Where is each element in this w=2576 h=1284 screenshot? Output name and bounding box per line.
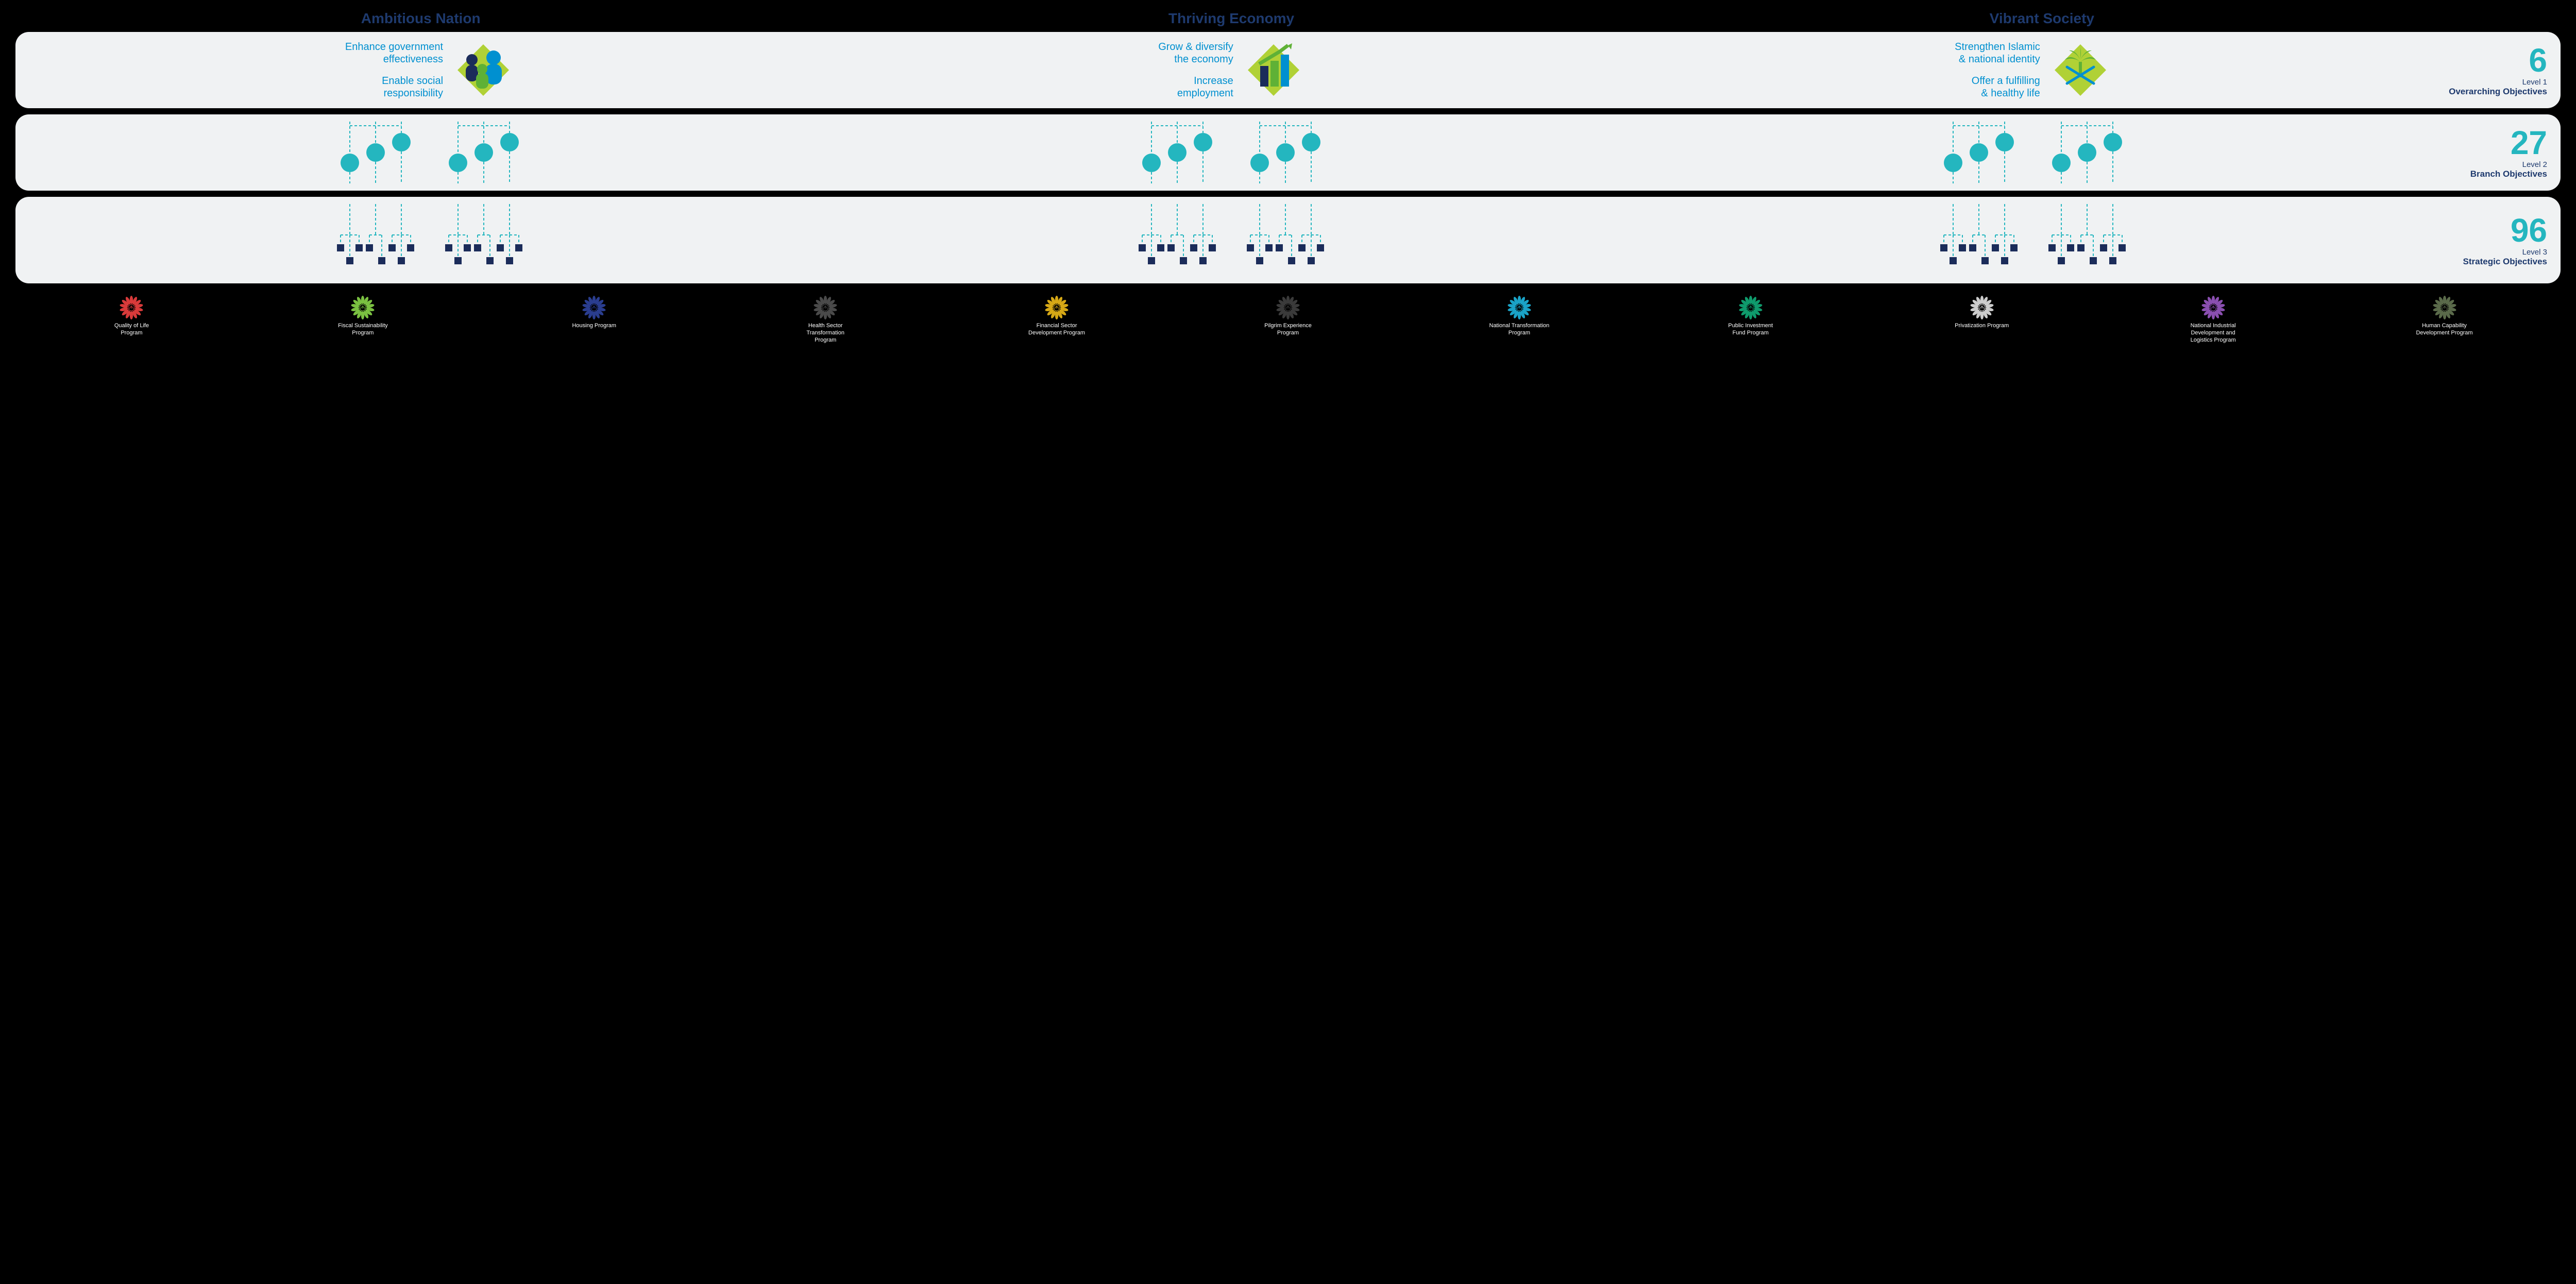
program-rosette-icon xyxy=(350,295,376,320)
level-tag: Level 1 xyxy=(2522,78,2547,87)
objective-text: Strengthen Islamic& national identity xyxy=(1955,41,2040,65)
pillar-ambitious-nation: Enhance governmenteffectiveness Enable s… xyxy=(29,39,831,101)
branch-cluster-icon xyxy=(329,122,422,183)
program-label: Human CapabilityDevelopment Program xyxy=(2416,323,2472,337)
cluster-col xyxy=(1632,122,2434,183)
branch-cluster-icon xyxy=(1239,122,1332,183)
level-name: Branch Objectives xyxy=(2470,169,2547,179)
strategic-cluster-icon xyxy=(1239,204,1332,276)
branch-cluster-icon xyxy=(437,122,530,183)
strategic-cluster-icon xyxy=(437,204,530,276)
program-label: National TransformationProgram xyxy=(1489,323,1550,337)
program-rosette-icon xyxy=(2432,295,2458,320)
level1-pillars: Enhance governmenteffectiveness Enable s… xyxy=(29,39,2434,101)
program-rosette-icon xyxy=(2200,295,2226,320)
pillar-title: Ambitious Nation xyxy=(15,10,826,27)
program-rosette-icon xyxy=(1969,295,1995,320)
objective-texts: Enhance governmenteffectiveness Enable s… xyxy=(345,41,443,99)
level1-panel: Enhance governmenteffectiveness Enable s… xyxy=(15,32,2561,108)
program-item: Privatization Program xyxy=(1868,295,2096,344)
strategic-cluster-icon xyxy=(1933,204,2025,276)
palm-diamond-icon xyxy=(2049,39,2111,101)
level3-label: 96 Level 3 Strategic Objectives xyxy=(2434,204,2547,276)
objective-text: Enhance governmenteffectiveness xyxy=(345,41,443,65)
objective-texts: Grow & diversifythe economy Increaseempl… xyxy=(1158,41,1233,99)
program-item: National TransformationProgram xyxy=(1405,295,1633,344)
program-rosette-icon xyxy=(1506,295,1532,320)
program-item: Human CapabilityDevelopment Program xyxy=(2330,295,2558,344)
level3-clusters xyxy=(29,204,2434,276)
program-label: Pilgrim ExperienceProgram xyxy=(1264,323,1312,337)
level2-panel: 27 Level 2 Branch Objectives xyxy=(15,114,2561,191)
program-rosette-icon xyxy=(812,295,838,320)
level1-label: 6 Level 1 Overarching Objectives xyxy=(2434,39,2547,101)
cluster-col xyxy=(831,122,1632,183)
program-rosette-icon xyxy=(1044,295,1070,320)
level-name: Overarching Objectives xyxy=(2449,87,2547,97)
level-tag: Level 3 xyxy=(2522,248,2547,257)
objective-text: Enable socialresponsibility xyxy=(345,75,443,99)
level2-label: 27 Level 2 Branch Objectives xyxy=(2434,122,2547,183)
level-number: 96 xyxy=(2511,214,2547,247)
objective-text: Increaseemployment xyxy=(1158,75,1233,99)
pillar-vibrant-society: Strengthen Islamic& national identity Of… xyxy=(1632,39,2434,101)
program-rosette-icon xyxy=(118,295,144,320)
program-label: Financial SectorDevelopment Program xyxy=(1028,323,1085,337)
program-rosette-icon xyxy=(1275,295,1301,320)
program-label: Quality of LifeProgram xyxy=(114,323,149,337)
program-item: Pilgrim ExperienceProgram xyxy=(1174,295,1402,344)
program-label: Housing Program xyxy=(572,323,616,330)
cluster-col xyxy=(29,122,831,183)
program-item: Housing Program xyxy=(480,295,708,344)
objective-texts: Strengthen Islamic& national identity Of… xyxy=(1955,41,2040,99)
objective-text: Grow & diversifythe economy xyxy=(1158,41,1233,65)
pillar-title: Thriving Economy xyxy=(826,10,1636,27)
strategic-cluster-icon xyxy=(2041,204,2133,276)
program-item: Public InvestmentFund Program xyxy=(1636,295,1865,344)
programs-row: Quality of LifeProgram Fiscal Sustainabil… xyxy=(15,290,2561,344)
branch-cluster-icon xyxy=(1933,122,2025,183)
objective-text: Offer a fulfilling& healthy life xyxy=(1955,75,2040,99)
program-rosette-icon xyxy=(1738,295,1764,320)
strategic-cluster-icon xyxy=(329,204,422,276)
level-tag: Level 2 xyxy=(2522,160,2547,169)
cluster-col xyxy=(831,204,1632,276)
level2-clusters xyxy=(29,122,2434,183)
people-diamond-icon xyxy=(452,39,514,101)
program-item: Fiscal SustainabilityProgram xyxy=(249,295,477,344)
level-name: Strategic Objectives xyxy=(2463,257,2547,267)
program-label: Privatization Program xyxy=(1955,323,2009,330)
program-label: Public InvestmentFund Program xyxy=(1728,323,1773,337)
program-label: Fiscal SustainabilityProgram xyxy=(338,323,388,337)
program-item: Quality of LifeProgram xyxy=(18,295,246,344)
program-item: Health SectorTransformationProgram xyxy=(711,295,940,344)
program-item: National IndustrialDevelopment andLogist… xyxy=(2099,295,2327,344)
strategic-cluster-icon xyxy=(1131,204,1224,276)
program-label: Health SectorTransformationProgram xyxy=(806,323,844,344)
pillar-titles: Ambitious Nation Thriving Economy Vibran… xyxy=(15,10,2561,32)
cluster-col xyxy=(29,204,831,276)
level-number: 27 xyxy=(2511,126,2547,159)
program-label: National IndustrialDevelopment andLogist… xyxy=(2191,323,2236,344)
program-rosette-icon xyxy=(581,295,607,320)
pillar-thriving-economy: Grow & diversifythe economy Increaseempl… xyxy=(831,39,1632,101)
level3-panel: 96 Level 3 Strategic Objectives xyxy=(15,197,2561,283)
level-number: 6 xyxy=(2529,44,2547,77)
spacer xyxy=(2447,10,2561,27)
program-item: Financial SectorDevelopment Program xyxy=(943,295,1171,344)
chart-diamond-icon xyxy=(1243,39,1304,101)
branch-cluster-icon xyxy=(2041,122,2133,183)
pillar-title: Vibrant Society xyxy=(1637,10,2447,27)
cluster-col xyxy=(1632,204,2434,276)
branch-cluster-icon xyxy=(1131,122,1224,183)
